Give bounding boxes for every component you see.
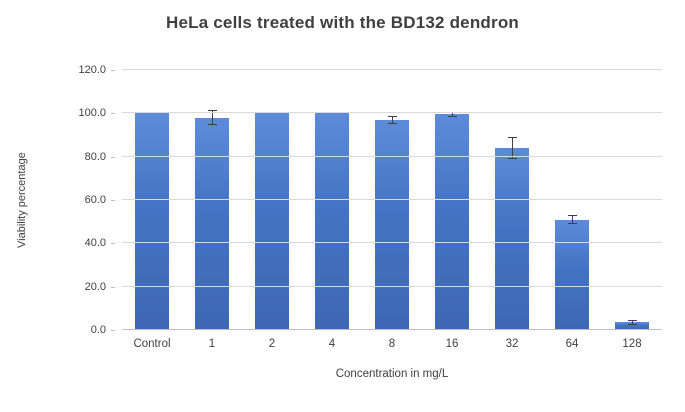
x-tick-label: 4 [328,338,336,350]
bar-16 [435,114,469,330]
bar-1 [195,117,229,330]
bar-128 [615,322,649,330]
y-tick-label: 20.0 [84,280,106,293]
y-tick-mark [111,286,115,288]
y-tick-label: 100.0 [78,107,106,120]
gridline [122,242,662,244]
error-bar-cap-bottom [567,222,577,224]
error-bar-line [511,137,513,159]
error-bar-cap-bottom [447,115,457,117]
bar-32 [495,148,529,330]
y-tick-mark [111,113,115,115]
x-tick-label: 8 [388,338,396,350]
y-tick-mark [111,156,115,158]
bar-slot [542,70,602,330]
x-axis-tick-labels: Control 1 2 4 8 16 32 64 128 [122,338,662,350]
bar-slot [422,70,482,330]
bar-slot [242,70,302,330]
y-tick-mark [111,200,115,201]
bar-64 [555,219,589,330]
y-tick-mark [111,330,115,331]
error-bar-cap-bottom [507,157,517,159]
plot-area [122,69,662,330]
error-bar-cap-top [567,215,577,217]
bar-4 [315,113,349,330]
bar-slot [122,70,182,330]
x-tick-label: 32 [505,338,519,350]
error-bar-cap-top [507,137,517,139]
bar-2 [255,113,289,330]
error-bar-cap-top [387,115,397,117]
x-tick-label: 1 [208,338,216,350]
bar-slot [302,70,362,330]
y-axis-title: Viability percentage [16,152,28,248]
error-bar-line [211,110,213,126]
bar-8 [375,119,409,330]
y-axis-tick-labels: 0.0 20.0 40.0 60.0 80.0 100.0 120.0 [56,64,116,336]
gridline [122,155,662,157]
bar-slot [482,70,542,330]
error-bar-cap-top [627,320,637,322]
error-bar-cap-bottom [387,123,397,125]
x-axis-line [122,329,662,330]
bar-series [122,70,662,330]
error-bar-cap-top [207,110,217,112]
bar-slot [602,70,662,330]
error-bar-line [631,320,633,325]
bar-slot [182,70,242,330]
x-tick-label: 64 [565,338,579,350]
y-tick-label: 120.0 [78,64,106,76]
y-tick-label: 0.0 [90,324,106,336]
error-bar-cap-bottom [627,323,637,325]
y-tick-label: 60.0 [84,194,106,206]
chart-title: HeLa cells treated with the BD132 dendro… [165,13,519,32]
gridline [122,199,662,200]
bar-slot [362,70,422,330]
x-tick-label: 16 [445,338,459,350]
y-tick-mark [111,243,115,245]
error-bar-cap-bottom [207,124,217,126]
x-axis-title: Concentration in mg/L [335,368,449,380]
bar-control [135,113,169,330]
x-tick-label: Control [133,338,171,350]
error-bar-line [391,115,393,125]
error-bar-line [451,112,453,117]
y-tick-mark [111,70,115,71]
x-tick-label: 2 [268,338,276,350]
gridline [122,69,662,70]
y-tick-label: 80.0 [84,150,106,163]
gridline [122,285,662,287]
error-bar-line [571,215,573,224]
x-tick-label: 128 [622,338,642,350]
gridline [122,112,662,114]
y-tick-label: 40.0 [84,237,106,250]
